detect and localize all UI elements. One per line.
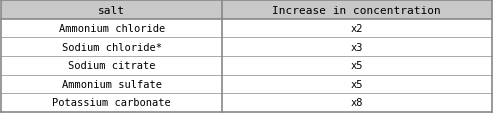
- Text: Ammonium chloride: Ammonium chloride: [59, 24, 165, 34]
- Bar: [1, 93, 222, 112]
- Text: x5: x5: [351, 61, 363, 71]
- Text: x3: x3: [351, 42, 363, 52]
- Bar: [1, 38, 222, 56]
- Bar: [222, 93, 492, 112]
- Bar: [1, 75, 222, 93]
- Bar: [222, 56, 492, 75]
- Bar: [222, 20, 492, 38]
- Text: x8: x8: [351, 98, 363, 107]
- Bar: [222, 1, 492, 20]
- Text: Potassium carbonate: Potassium carbonate: [52, 98, 171, 107]
- Text: Sodium citrate: Sodium citrate: [68, 61, 155, 71]
- Text: x2: x2: [351, 24, 363, 34]
- Text: Ammonium sulfate: Ammonium sulfate: [62, 79, 162, 89]
- Text: Sodium chloride*: Sodium chloride*: [62, 42, 162, 52]
- Bar: [1, 1, 222, 20]
- Text: x5: x5: [351, 79, 363, 89]
- Bar: [1, 56, 222, 75]
- Bar: [1, 20, 222, 38]
- Bar: [222, 38, 492, 56]
- Text: Increase in concentration: Increase in concentration: [273, 6, 441, 15]
- Text: salt: salt: [98, 6, 125, 15]
- Bar: [222, 75, 492, 93]
